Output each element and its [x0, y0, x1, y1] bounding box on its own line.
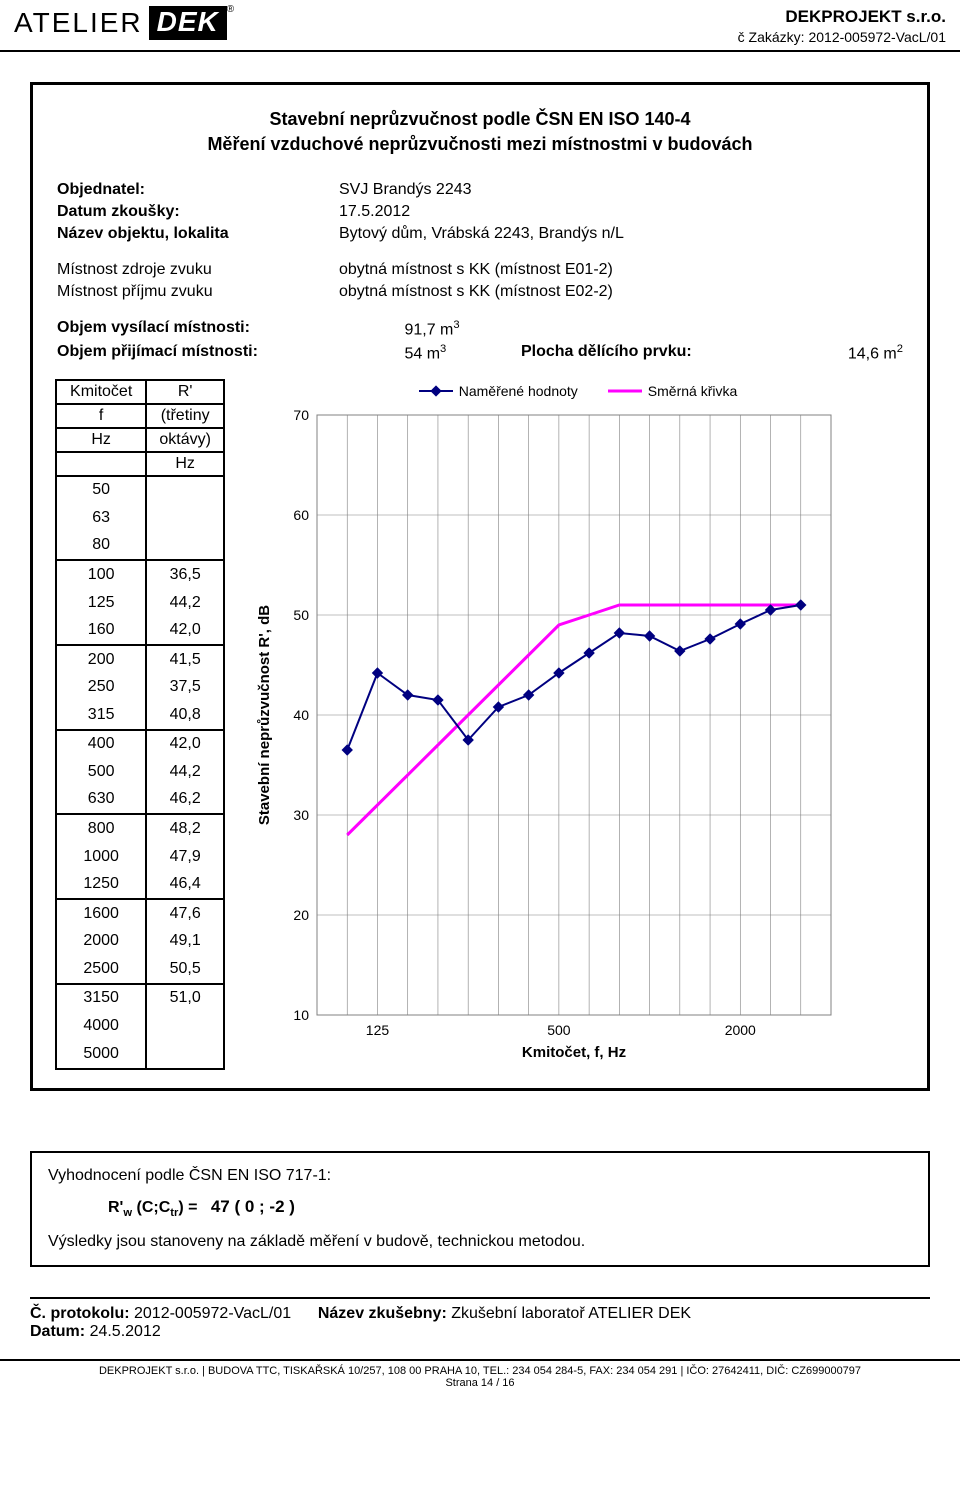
table-row: 50	[56, 476, 224, 505]
table-row: 63	[56, 504, 224, 531]
svg-text:40: 40	[293, 707, 309, 723]
eval-note: Výsledky jsou stanoveny na základě měřen…	[48, 1233, 912, 1251]
frequency-table: KmitočetR' f(třetiny Hzoktávy) Hz 506380…	[55, 379, 225, 1070]
info-rooms: Místnost zdroje zvuku obytná místnost s …	[55, 258, 615, 304]
object-label: Název objektu, lokalita	[57, 224, 297, 244]
table-row: 80	[56, 532, 224, 561]
chart-area: Naměřené hodnoty Směrná křivka 10 20 30 40 5…	[251, 379, 905, 1070]
table-row: 63046,2	[56, 786, 224, 815]
client-value: SVJ Brandýs 2243	[299, 180, 624, 200]
date-label: Datum zkoušky:	[57, 202, 297, 222]
table-row: 12544,2	[56, 589, 224, 616]
protocol-line: Č. protokolu: 2012-005972-VacL/01 Název …	[30, 1297, 930, 1341]
table-row: 40042,0	[56, 730, 224, 759]
date-value: 17.5.2012	[299, 202, 624, 222]
logo-right: DEK	[149, 6, 227, 40]
svg-text:60: 60	[293, 507, 309, 523]
chart: 10 20 30 40 50 60 70 125 500 2000 Kmitočet, f, Hz S…	[251, 405, 851, 1065]
lab-label: Název zkušebny:	[318, 1305, 447, 1322]
src-label: Místnost zdroje zvuku	[57, 260, 297, 280]
area-label: Plocha dělícího prvku:	[481, 342, 786, 364]
eval-formula: R'w (C;Ctr) = 47 ( 0 ; -2 )	[108, 1197, 912, 1219]
client-label: Objednatel:	[57, 180, 297, 200]
vol-send-value: 91,7 m3	[364, 318, 479, 340]
table-row: 200049,1	[56, 928, 224, 955]
proto-value: 2012-005972-VacL/01	[134, 1305, 291, 1322]
info-client: Objednatel: SVJ Brandýs 2243 Datum zkouš…	[55, 178, 626, 246]
table-row: 50044,2	[56, 758, 224, 785]
main-frame: Stavební neprůzvučnost podle ČSN EN ISO …	[30, 82, 930, 1090]
logo: ATELIER DEK ®	[14, 6, 234, 40]
order-line: č Zakázky: 2012-005972-VacL/01	[738, 28, 946, 46]
table-row: 10036,5	[56, 560, 224, 589]
svg-text:50: 50	[293, 607, 309, 623]
chart-legend: Naměřené hodnoty Směrná křivka	[251, 383, 905, 399]
page-footer: DEKPROJEKT s.r.o. | BUDOVA TTC, TISKAŘSK…	[0, 1359, 960, 1397]
lab-value: Zkušební laboratoř ATELIER DEK	[451, 1305, 691, 1322]
proto-date-value: 24.5.2012	[90, 1323, 161, 1340]
table-row: 25037,5	[56, 674, 224, 701]
table-row: 315051,0	[56, 984, 224, 1013]
eval-title: Vyhodnocení podle ČSN EN ISO 717-1:	[48, 1167, 912, 1185]
company-name: DEKPROJEKT s.r.o.	[738, 6, 946, 28]
svg-text:125: 125	[366, 1022, 390, 1038]
content-row: KmitočetR' f(třetiny Hzoktávy) Hz 506380…	[55, 379, 905, 1070]
table-row: 4000	[56, 1012, 224, 1039]
logo-left: ATELIER	[14, 7, 143, 39]
info-volumes: Objem vysílací místnosti: 91,7 m3 Objem …	[55, 316, 905, 367]
area-value: 14,6 m2	[788, 342, 903, 364]
legend-reference-mark	[608, 384, 642, 398]
header-right: DEKPROJEKT s.r.o. č Zakázky: 2012-005972…	[738, 6, 946, 46]
table-row: 80048,2	[56, 814, 224, 843]
rcv-value: obytná místnost s KK (místnost E02-2)	[299, 282, 613, 302]
title-line-1: Stavební neprůzvučnost podle ČSN EN ISO …	[55, 107, 905, 131]
table-row: 20041,5	[56, 645, 224, 674]
title-line-2: Měření vzduchové neprůzvučnosti mezi mís…	[55, 132, 905, 156]
evaluation-box: Vyhodnocení podle ČSN EN ISO 717-1: R'w …	[30, 1151, 930, 1267]
legend-reference-label: Směrná křivka	[648, 383, 737, 399]
svg-text:20: 20	[293, 907, 309, 923]
svg-text:30: 30	[293, 807, 309, 823]
table-row: 31540,8	[56, 701, 224, 730]
svg-text:Stavební neprůzvučnost R', dB: Stavební neprůzvučnost R', dB	[256, 604, 273, 824]
svg-text:70: 70	[293, 407, 309, 423]
src-value: obytná místnost s KK (místnost E01-2)	[299, 260, 613, 280]
page-header: ATELIER DEK ® DEKPROJEKT s.r.o. č Zakázk…	[0, 0, 960, 52]
vol-recv-value: 54 m3	[364, 342, 479, 364]
rcv-label: Místnost příjmu zvuku	[57, 282, 297, 302]
table-row: 100047,9	[56, 843, 224, 870]
table-row: 125046,4	[56, 870, 224, 899]
order-label: č Zakázky:	[738, 29, 805, 45]
proto-date-label: Datum:	[30, 1323, 85, 1340]
footer-line-2: Strana 14 / 16	[0, 1377, 960, 1389]
object-value: Bytový dům, Vrábská 2243, Brandýs n/L	[299, 224, 624, 244]
svg-text:10: 10	[293, 1007, 309, 1023]
vol-recv-label: Objem přijímací místnosti:	[57, 342, 362, 364]
registered-mark: ®	[227, 4, 234, 15]
legend-reference: Směrná křivka	[608, 383, 737, 399]
table-row: 160047,6	[56, 899, 224, 928]
document-title: Stavební neprůzvučnost podle ČSN EN ISO …	[55, 107, 905, 156]
vol-send-label: Objem vysílací místnosti:	[57, 318, 362, 340]
legend-measured-mark	[419, 384, 453, 398]
table-row: 5000	[56, 1040, 224, 1069]
legend-measured-label: Naměřené hodnoty	[459, 383, 578, 399]
svg-text:500: 500	[547, 1022, 571, 1038]
legend-measured: Naměřené hodnoty	[419, 383, 578, 399]
svg-text:Kmitočet, f, Hz: Kmitočet, f, Hz	[522, 1044, 626, 1061]
order-no: 2012-005972-VacL/01	[808, 29, 946, 45]
svg-text:2000: 2000	[725, 1022, 756, 1038]
table-row: 250050,5	[56, 955, 224, 984]
table-row: 16042,0	[56, 616, 224, 645]
proto-label: Č. protokolu:	[30, 1305, 130, 1322]
footer-line-1: DEKPROJEKT s.r.o. | BUDOVA TTC, TISKAŘSK…	[0, 1365, 960, 1377]
